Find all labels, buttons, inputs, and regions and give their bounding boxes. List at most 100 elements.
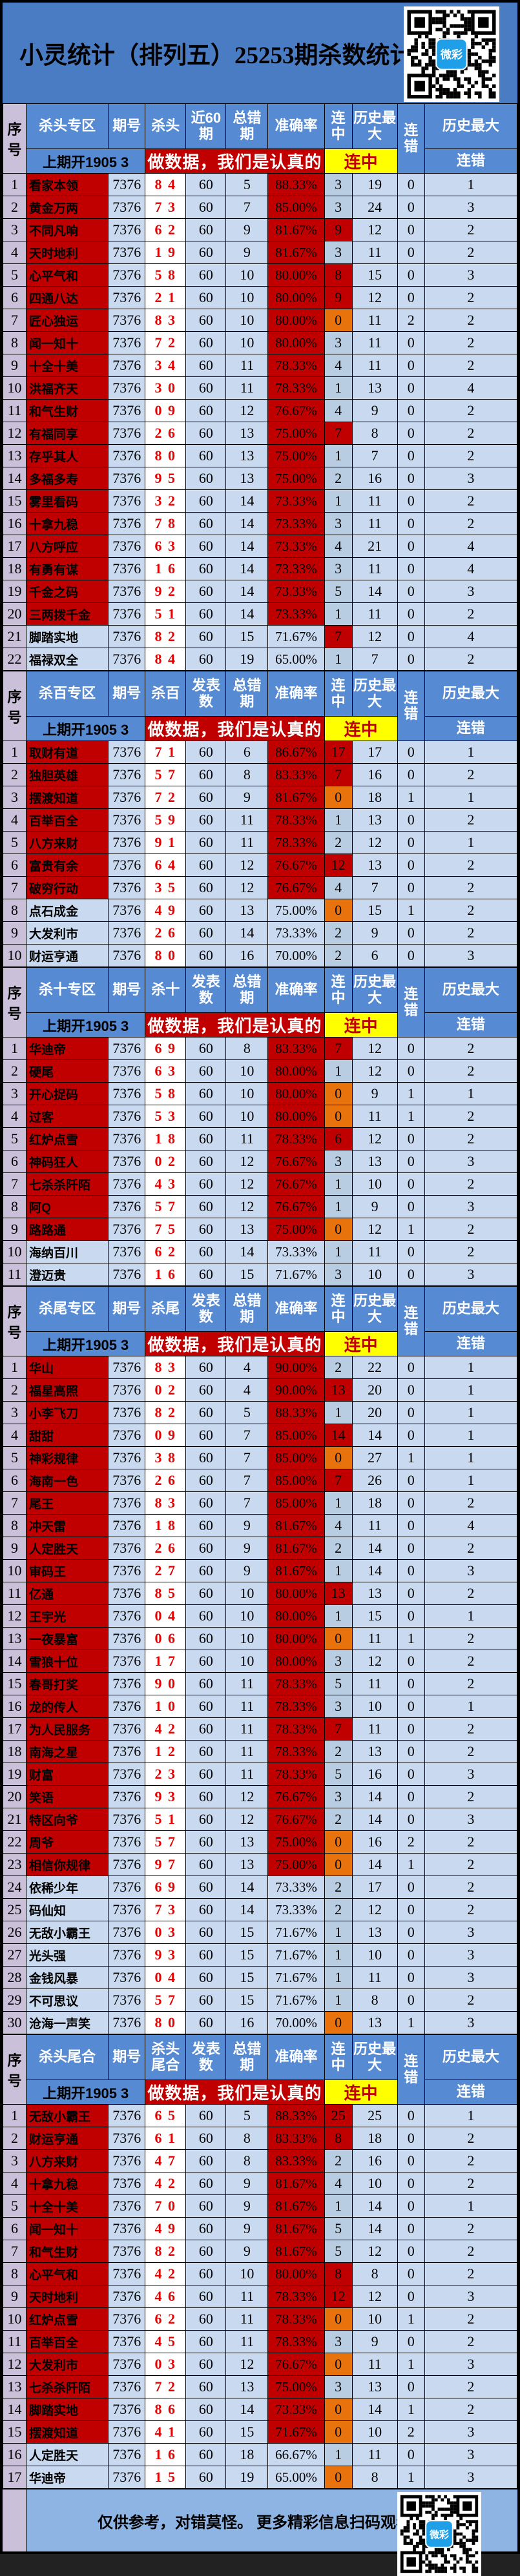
max-miss-streak: 4 — [424, 625, 518, 648]
kill-numbers: 7 3 — [145, 196, 187, 219]
current-miss-streak: 0 — [397, 1401, 425, 1424]
current-miss-streak: 0 — [397, 1582, 425, 1605]
current-hit-streak: 6 — [324, 1127, 353, 1150]
table-row: 19 财富 7376 2 3 60 11 78.33% 5 16 0 3 — [2, 1763, 518, 1786]
published-count: 60 — [185, 876, 227, 899]
table-row: 16 龙的传人 7376 1 0 60 11 78.33% 3 10 0 1 — [2, 1695, 518, 1718]
accuracy: 71.67% — [267, 1921, 325, 1944]
player-name: 十全十美 — [26, 2194, 109, 2218]
published-count: 60 — [185, 2011, 227, 2034]
accuracy: 90.00% — [267, 1356, 325, 1379]
accuracy: 75.00% — [267, 467, 325, 490]
current-miss-streak: 0 — [397, 648, 425, 671]
current-miss-streak: 1 — [397, 1853, 425, 1876]
max-miss-streak: 2 — [424, 241, 518, 264]
wrong-count: 11 — [225, 831, 269, 854]
max-miss-streak: 1 — [424, 1446, 518, 1469]
max-hit-streak: 13 — [351, 1582, 398, 1605]
player-name: 脚踏实地 — [26, 2398, 109, 2421]
table-row: 9 十全十美 7376 3 4 60 11 78.33% 4 11 0 2 — [2, 354, 518, 377]
kill-numbers: 0 6 — [145, 1627, 187, 1650]
col-header-period: 期号 — [108, 2034, 146, 2080]
stats-table-section-2: 序号 杀百专区 期号 杀百 发表数 总错期 准确率 连中 历史最大 连错 历史最大 上期开1905 3… — [2, 671, 518, 967]
published-count: 60 — [185, 241, 227, 264]
current-hit-streak: 0 — [324, 1830, 353, 1854]
row-index: 9 — [2, 354, 27, 377]
row-index: 12 — [2, 422, 27, 445]
period-number: 7376 — [108, 1672, 146, 1695]
max-hit-streak: 14 — [351, 1537, 398, 1560]
kill-numbers: 6 3 — [145, 535, 187, 558]
current-hit-streak: 0 — [324, 1105, 353, 1128]
published-count: 60 — [185, 1378, 227, 1402]
max-miss-streak: 3 — [424, 580, 518, 603]
player-name: 码仙知 — [26, 1898, 109, 1921]
row-index: 25 — [2, 1898, 27, 1921]
player-name: 心平气和 — [26, 263, 109, 287]
col-header-wrong: 总错期 — [225, 1286, 269, 1332]
current-hit-streak: 3 — [324, 1695, 353, 1718]
table-row: 7 和气生财 7376 8 2 60 9 81.67% 5 12 0 2 — [2, 2240, 518, 2263]
period-number: 7376 — [108, 1537, 146, 1560]
player-name: 华山 — [26, 1356, 109, 1379]
accuracy: 81.67% — [267, 218, 325, 241]
accuracy: 83.33% — [267, 2149, 325, 2172]
current-hit-streak: 3 — [324, 1785, 353, 1808]
player-name: 海南一色 — [26, 1469, 109, 1492]
kill-numbers: 8 2 — [145, 2240, 187, 2263]
period-number: 7376 — [108, 876, 146, 899]
max-hit-streak: 12 — [351, 286, 398, 309]
current-hit-streak: 1 — [324, 602, 353, 626]
published-count: 60 — [185, 467, 227, 490]
max-miss-streak: 2 — [424, 512, 518, 535]
published-count: 60 — [185, 944, 227, 967]
max-miss-streak: 2 — [424, 763, 518, 786]
table-row: 3 开心捉码 7376 5 8 60 10 80.00% 0 9 1 1 — [2, 1082, 518, 1105]
hit-streak-sublabel: 连中 — [324, 1012, 398, 1038]
max-miss-streak: 3 — [424, 1195, 518, 1218]
max-miss-streak: 1 — [424, 786, 518, 809]
col-header-zone: 杀头专区 — [26, 103, 109, 149]
row-index: 8 — [2, 899, 27, 922]
current-hit-streak: 1 — [324, 444, 353, 467]
table-row: 15 雾里看码 7376 3 2 60 14 73.33% 1 11 0 2 — [2, 489, 518, 513]
table-row: 23 相信你规律 7376 9 7 60 13 75.00% 0 14 1 2 — [2, 1853, 518, 1876]
kill-numbers: 7 0 — [145, 2194, 187, 2218]
max-hit-streak: 11 — [351, 512, 398, 535]
player-name: 八方呼应 — [26, 535, 109, 558]
player-name: 红炉点雪 — [26, 2307, 109, 2331]
row-index: 8 — [2, 1195, 27, 1218]
wrong-count: 11 — [225, 1127, 269, 1150]
wrong-count: 4 — [225, 1378, 269, 1402]
wrong-count: 14 — [225, 489, 269, 513]
accuracy: 75.00% — [267, 444, 325, 467]
miss-streak-sublabel: 连错 — [424, 1331, 518, 1356]
accuracy: 88.33% — [267, 2104, 325, 2127]
period-number: 7376 — [108, 2375, 146, 2398]
current-miss-streak: 2 — [397, 2420, 425, 2444]
current-miss-streak: 0 — [397, 2217, 425, 2240]
table-row: 13 七杀杀阡陌 7376 7 2 60 13 75.00% 3 13 0 2 — [2, 2375, 518, 2398]
max-miss-streak: 3 — [424, 1763, 518, 1786]
player-name: 匠心独运 — [26, 309, 109, 332]
current-hit-streak: 1 — [324, 1943, 353, 1967]
player-name: 笑语 — [26, 1785, 109, 1808]
table-row: 9 大发利市 7376 2 6 60 14 73.33% 2 9 0 2 — [2, 921, 518, 945]
col-header-accuracy: 准确率 — [267, 967, 325, 1013]
published-count: 60 — [185, 1559, 227, 1582]
period-number: 7376 — [108, 1943, 146, 1967]
kill-numbers: 6 2 — [145, 1240, 187, 1263]
max-miss-streak: 2 — [424, 1853, 518, 1876]
row-index: 6 — [2, 1150, 27, 1173]
wrong-count: 10 — [225, 1105, 269, 1128]
period-number: 7376 — [108, 1424, 146, 1447]
accuracy: 86.67% — [267, 741, 325, 764]
stats-table-section-3: 序号 杀十专区 期号 杀十 发表数 总错期 准确率 连中 历史最大 连错 历史最大 上期开1905 3… — [2, 967, 518, 1286]
accuracy: 76.67% — [267, 2353, 325, 2376]
wrong-count: 12 — [225, 1785, 269, 1808]
col-header-published: 发表数 — [185, 967, 227, 1013]
max-hit-streak: 16 — [351, 467, 398, 490]
wrong-count: 7 — [225, 196, 269, 219]
current-miss-streak: 0 — [397, 1172, 425, 1196]
max-miss-streak: 2 — [424, 1582, 518, 1605]
